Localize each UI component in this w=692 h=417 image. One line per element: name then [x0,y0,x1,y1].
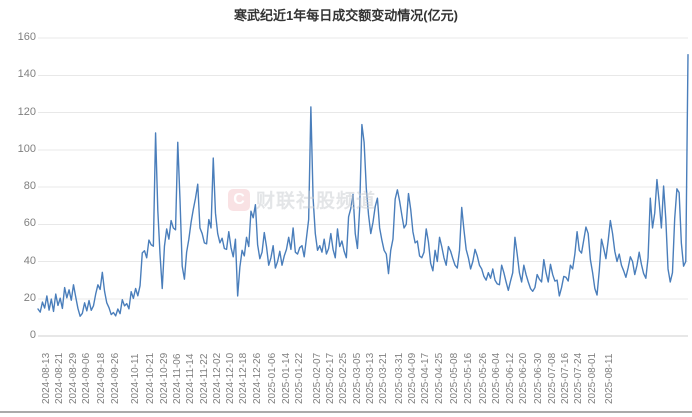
x-tick-label: 2025-03-13 [364,352,376,404]
x-tick-label: 2024-10-11 [129,353,141,404]
x-tick-label: 2025-07-16 [560,352,572,404]
y-tick-label: 160 [17,31,36,43]
x-tick-label: 2025-05-08 [449,352,461,404]
x-tick-label: 2025-07-08 [546,352,558,404]
x-tick-label: 2025-04-17 [420,352,432,404]
x-tick-label: 2025-01-22 [293,352,305,404]
x-tick-label: 2024-09-26 [109,352,121,404]
x-tick-label: 2024-10-21 [145,352,157,404]
x-tick-label: 2025-08-11 [604,353,616,404]
y-tick-label: 80 [23,180,36,192]
x-tick-label: 2025-04-09 [407,352,419,404]
x-tick-label: 2025-08-01 [586,352,598,404]
x-tick-label: 2025-06-04 [491,352,503,404]
x-tick-label: 2024-12-18 [238,352,250,404]
series-line-chengjiaoe [37,54,689,317]
x-tick-label: 2024-09-18 [96,352,108,404]
x-tick-label: 2025-02-25 [338,352,350,404]
x-tick-label: 2024-09-06 [80,352,92,404]
x-tick-label: 2025-04-25 [433,352,445,404]
gridlines [38,37,688,337]
x-tick-label: 2025-07-24 [573,352,585,404]
x-tick-label: 2024-12-02 [211,352,223,404]
y-tick-label: 20 [23,291,36,304]
x-tick-label: 2025-06-20 [517,352,529,404]
x-tick-label: 2025-03-31 [393,352,405,404]
x-tick-label: 2025-02-17 [324,352,336,404]
x-tick-label: 2024-08-21 [54,352,66,404]
chart-title: 寒武纪近1年每日成交额变动情况(亿元) [234,8,458,23]
x-tick-label: 2024-11-14 [185,353,197,404]
y-tick-label: 140 [17,68,36,81]
y-tick-label: 100 [17,142,36,155]
x-tick-label: 2025-05-16 [462,352,474,404]
x-tick-label: 2025-03-05 [351,352,363,404]
x-tick-label: 2024-08-29 [67,352,79,404]
x-tick-label: 2025-01-06 [267,352,279,404]
y-tick-label: 40 [23,254,36,267]
x-tick-label: 2025-05-26 [478,352,490,404]
x-tick-label: 2024-12-10 [225,352,237,404]
x-tick-label: 2025-06-12 [504,352,516,404]
x-tick-label: 2024-08-13 [41,352,52,404]
x-tick-label: 2025-03-21 [378,352,390,404]
y-tick-label: 0 [29,329,36,341]
x-tick-label: 2025-06-30 [533,352,545,404]
y-tick-label: 120 [17,105,36,118]
y-tick-label: 60 [23,217,36,230]
x-tick-label: 2025-01-14 [280,352,292,404]
x-tick-label: 2024-11-22 [198,353,210,404]
x-tick-label: 2024-11-06 [171,353,183,404]
x-tick-label: 2024-10-29 [158,352,170,404]
x-tick-label: 2024-12-26 [251,352,263,404]
x-tick-label: 2025-02-07 [311,352,323,404]
